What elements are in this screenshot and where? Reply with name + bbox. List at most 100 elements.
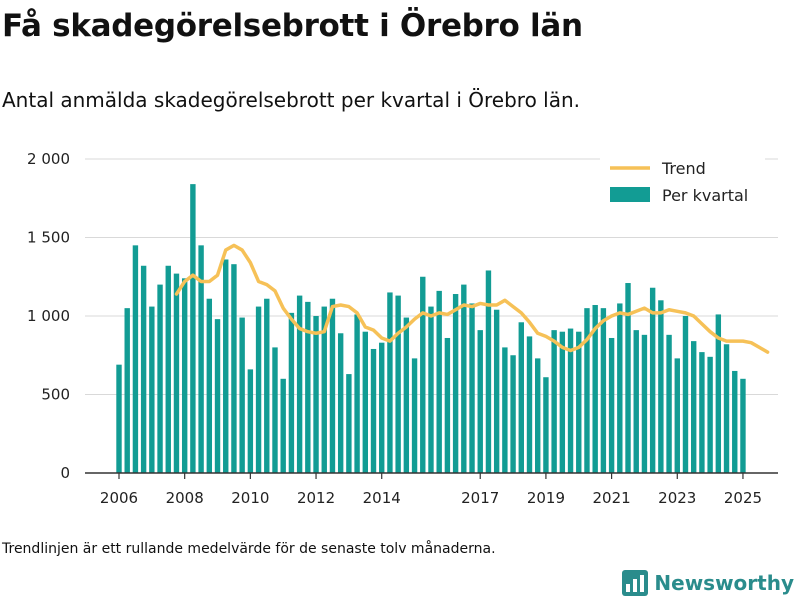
bar — [116, 364, 122, 473]
bar — [346, 374, 352, 473]
bar — [395, 295, 401, 473]
y-tick-label: 1 000 — [27, 307, 70, 325]
bar — [682, 316, 689, 473]
bar — [337, 333, 344, 473]
bar — [518, 322, 524, 473]
legend: Trend Per kvartal — [600, 154, 765, 212]
bar — [559, 331, 566, 473]
bar — [625, 283, 631, 473]
bar — [740, 378, 746, 473]
x-tick-label: 2025 — [724, 489, 762, 507]
bar — [485, 270, 492, 473]
bar — [149, 306, 155, 473]
bar — [198, 245, 204, 473]
bar — [469, 303, 475, 473]
bar — [329, 298, 336, 473]
bar — [526, 336, 533, 473]
bar — [633, 330, 639, 473]
bar — [658, 300, 664, 473]
y-tick-label: 0 — [60, 464, 70, 482]
bar — [477, 330, 483, 473]
bar — [436, 290, 442, 473]
bar — [132, 245, 139, 473]
bar — [608, 337, 615, 473]
bar-chart-logo-icon — [622, 570, 649, 596]
bar — [272, 347, 278, 473]
bar — [247, 369, 254, 473]
bar — [305, 301, 311, 473]
bar — [732, 370, 738, 473]
bar-chart: 0 500 1 000 1 500 2 000 2006 2008 2010 2012 2014… — [27, 150, 778, 507]
bar — [641, 334, 648, 473]
legend-background — [600, 154, 765, 212]
bar — [411, 358, 418, 473]
bar — [510, 355, 516, 473]
bar — [181, 278, 188, 473]
bar — [600, 308, 607, 473]
bar — [280, 378, 286, 473]
brand-logo: Newsworthy — [622, 567, 794, 599]
bar — [493, 309, 500, 473]
y-tick-label: 500 — [41, 386, 70, 404]
bar — [452, 294, 459, 473]
bar — [551, 330, 557, 473]
x-tick-label: 2023 — [658, 489, 696, 507]
bar — [206, 298, 213, 473]
bar — [157, 284, 163, 473]
bar — [576, 331, 582, 473]
bar — [387, 292, 393, 473]
bar — [699, 352, 705, 473]
bar — [362, 331, 368, 473]
x-tick-label: 2010 — [231, 489, 269, 507]
bar — [321, 306, 327, 473]
bar — [264, 298, 270, 473]
x-tick-label: 2021 — [593, 489, 631, 507]
y-axis-ticks: 0 500 1 000 1 500 2 000 — [27, 150, 70, 482]
x-tick-label: 2008 — [166, 489, 204, 507]
y-tick-label: 1 500 — [27, 229, 70, 247]
bar — [124, 308, 130, 473]
bar — [502, 347, 508, 473]
legend-trend-label: Trend — [661, 159, 706, 178]
bar — [313, 316, 319, 473]
bar — [354, 314, 360, 473]
bar — [403, 317, 410, 473]
brand-name: Newsworthy — [654, 571, 794, 595]
bar — [543, 377, 549, 473]
bar — [691, 341, 697, 473]
bar — [428, 306, 434, 473]
footnote: Trendlinjen är ett rullande medelvärde f… — [2, 541, 496, 557]
chart-title: Få skadegörelsebrott i Örebro län — [2, 8, 583, 44]
trend-line — [174, 243, 770, 354]
bar — [190, 184, 196, 473]
y-tick-label: 2 000 — [27, 150, 70, 168]
bar — [715, 314, 722, 473]
bar — [674, 358, 680, 473]
x-tick-label: 2014 — [363, 489, 401, 507]
bar — [165, 265, 171, 473]
bar — [723, 344, 730, 473]
bar — [535, 358, 541, 473]
bar — [567, 328, 574, 473]
bar — [239, 317, 245, 473]
bar — [379, 342, 385, 473]
bar — [288, 312, 295, 473]
x-tick-label: 2012 — [297, 489, 335, 507]
bar — [420, 276, 426, 473]
bar — [255, 306, 262, 473]
bar — [444, 337, 451, 473]
bar — [223, 259, 229, 473]
x-tick-label: 2019 — [527, 489, 565, 507]
bar — [370, 348, 377, 473]
chart-subtitle: Antal anmälda skadegörelsebrott per kvar… — [2, 88, 581, 112]
legend-bar-label: Per kvartal — [662, 186, 748, 205]
bar — [649, 287, 656, 473]
bar — [617, 303, 623, 473]
bar — [231, 264, 237, 473]
bar — [140, 265, 147, 473]
x-tick-label: 2006 — [100, 489, 138, 507]
bar — [592, 305, 598, 473]
bar — [214, 319, 221, 473]
bar-series — [116, 184, 746, 473]
legend-bar-swatch — [610, 187, 650, 202]
